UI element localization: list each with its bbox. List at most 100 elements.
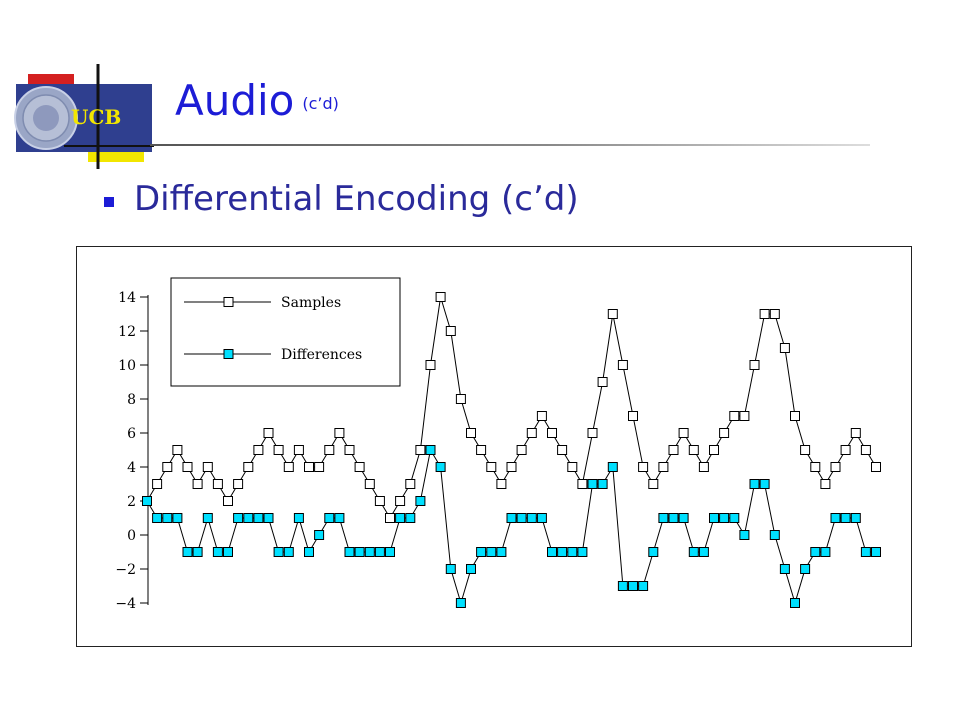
title-text: Audio: [175, 76, 295, 125]
samples-point: [182, 462, 193, 472]
samples-point: [790, 411, 800, 421]
samples-point: [304, 462, 314, 472]
differences-point: [698, 547, 709, 557]
differences-point: [324, 513, 335, 523]
samples-point: [243, 462, 254, 472]
samples-point: [557, 445, 568, 455]
samples-point: [729, 411, 740, 421]
differences-point: [719, 513, 730, 523]
samples-point: [860, 445, 871, 455]
samples-point: [547, 428, 557, 438]
y-tick-label: 14: [118, 290, 136, 306]
samples-point: [810, 462, 821, 472]
samples-point: [152, 479, 163, 489]
y-tick-label: 2: [127, 494, 136, 510]
differences-point: [597, 479, 608, 489]
samples-point: [273, 445, 284, 455]
samples-point: [577, 479, 588, 489]
differences-point: [182, 547, 193, 557]
samples-point: [698, 462, 709, 472]
samples-point: [779, 343, 790, 353]
differences-point: [293, 513, 304, 523]
differences-point: [638, 581, 649, 591]
differences-point: [749, 479, 760, 489]
y-tick-label: 4: [127, 460, 136, 476]
samples-point: [486, 462, 497, 472]
samples-point: [759, 309, 770, 319]
samples-point: [425, 360, 436, 370]
ucb-logo: UCB: [14, 64, 174, 174]
samples-point: [800, 445, 811, 455]
differences-point: [476, 547, 487, 557]
samples-point: [385, 513, 395, 523]
differences-point: [860, 547, 871, 557]
differences-point: [364, 547, 375, 557]
differences-point: [202, 513, 213, 523]
samples-point: [253, 445, 264, 455]
differences-point: [354, 547, 365, 557]
differences-point: [587, 479, 598, 489]
differences-point: [425, 445, 436, 455]
samples-point: [344, 445, 355, 455]
differences-point: [871, 547, 881, 557]
differences-point: [628, 581, 638, 591]
differences-point: [395, 513, 406, 523]
samples-point: [374, 496, 385, 506]
samples-point: [455, 394, 466, 404]
y-tick-label: 10: [118, 358, 136, 374]
differences-point: [283, 547, 294, 557]
samples-point: [212, 479, 223, 489]
differences-point: [820, 547, 831, 557]
differences-point: [516, 513, 527, 523]
samples-point: [334, 428, 345, 438]
samples-point: [172, 445, 183, 455]
samples-point: [354, 462, 365, 472]
samples-point: [567, 462, 578, 472]
samples-point: [476, 445, 487, 455]
differences-point: [850, 513, 861, 523]
differences-point: [810, 547, 821, 557]
differences-point: [455, 598, 466, 608]
differences-point: [192, 547, 203, 557]
differences-point: [790, 598, 800, 608]
samples-point: [871, 462, 881, 472]
samples-point: [293, 445, 304, 455]
differences-point: [557, 547, 568, 557]
differences-point: [547, 547, 557, 557]
samples-point: [587, 428, 598, 438]
samples-point: [202, 462, 213, 472]
differences-point: [759, 479, 770, 489]
samples-point: [415, 445, 426, 455]
samples-point: [597, 377, 608, 387]
samples-point: [364, 479, 375, 489]
samples-point: [526, 428, 537, 438]
differences-point: [668, 513, 679, 523]
differences-point: [567, 547, 578, 557]
differences-point: [577, 547, 588, 557]
samples-point: [688, 445, 699, 455]
y-tick-label: 12: [118, 324, 136, 340]
differences-point: [172, 513, 183, 523]
differences-point: [506, 513, 517, 523]
samples-point: [516, 445, 527, 455]
legend-marker: [223, 297, 234, 307]
line-chart: 14 12 10 8 6 4 2 0 −2 −4 Samples Differences: [115, 277, 881, 612]
title-divider: [150, 144, 870, 146]
differences-point: [385, 547, 395, 557]
differences-point: [263, 513, 274, 523]
differences-point: [152, 513, 163, 523]
differences-point: [607, 462, 618, 472]
samples-point: [607, 309, 618, 319]
differences-point: [779, 564, 790, 574]
samples-point: [668, 445, 679, 455]
differences-point: [162, 513, 173, 523]
differences-point: [678, 513, 689, 523]
samples-point: [648, 479, 659, 489]
differences-point: [435, 462, 446, 472]
legend-box: [170, 277, 401, 387]
differences-point: [304, 547, 314, 557]
differences-point: [212, 547, 223, 557]
differences-point: [273, 547, 284, 557]
samples-point: [314, 462, 325, 472]
samples-point: [445, 326, 456, 336]
